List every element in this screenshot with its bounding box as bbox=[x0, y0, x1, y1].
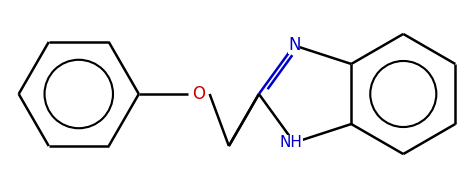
Text: NH: NH bbox=[280, 135, 302, 150]
Text: N: N bbox=[288, 36, 301, 55]
Text: O: O bbox=[192, 85, 205, 103]
